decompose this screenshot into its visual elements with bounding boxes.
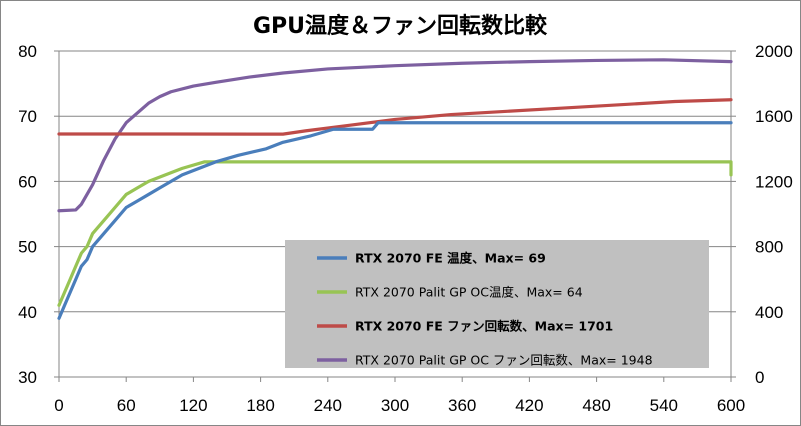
series-lines	[57, 58, 733, 320]
y-right-tick-label: 400	[755, 303, 783, 322]
series-line-4	[57, 58, 733, 213]
left-y-axis-ticks: 30 40 50 60 70 80	[18, 42, 59, 387]
y-right-tick-label: 1200	[755, 172, 793, 191]
y-left-tick-label: 40	[18, 303, 37, 322]
y-left-tick-label: 60	[18, 172, 37, 191]
x-tick-label: 0	[54, 396, 63, 415]
legend-label-4: RTX 2070 Palit GP OC ファン回転数、Max= 1948	[355, 353, 653, 368]
chart-title: GPU温度＆ファン回転数比較	[253, 13, 548, 39]
y-right-tick-label: 1600	[755, 107, 793, 126]
legend-label-1: RTX 2070 FE 温度、Max= 69	[355, 251, 546, 266]
y-left-tick-label: 80	[18, 42, 37, 61]
x-tick-label: 540	[650, 396, 678, 415]
y-right-tick-label: 800	[755, 238, 783, 257]
x-tick-label: 60	[117, 396, 136, 415]
y-left-tick-label: 50	[18, 238, 37, 257]
x-tick-label: 420	[515, 396, 543, 415]
x-tick-label: 180	[246, 396, 274, 415]
x-tick-label: 600	[717, 396, 745, 415]
x-tick-label: 360	[448, 396, 476, 415]
y-left-tick-label: 70	[18, 107, 37, 126]
x-tick-label: 120	[179, 396, 207, 415]
series-line-2	[57, 160, 733, 307]
x-axis-ticks: 0 60 120 180 240 300 360 420 480 540 600	[54, 377, 745, 415]
x-tick-label: 480	[582, 396, 610, 415]
series-line-3	[57, 98, 733, 136]
series-line-1	[57, 121, 733, 320]
x-tick-label: 300	[381, 396, 409, 415]
legend-box	[285, 240, 709, 368]
legend: RTX 2070 FE 温度、Max= 69 RTX 2070 Palit GP …	[285, 240, 709, 368]
y-right-tick-label: 2000	[755, 42, 793, 61]
legend-label-3: RTX 2070 FE ファン回転数、Max= 1701	[355, 319, 613, 334]
right-y-axis-ticks: 0 400 800 1200 1600 2000	[731, 42, 793, 387]
y-right-tick-label: 0	[755, 368, 764, 387]
legend-label-2: RTX 2070 Palit GP OC温度、Max= 64	[355, 285, 583, 300]
y-left-tick-label: 30	[18, 368, 37, 387]
x-tick-label: 240	[314, 396, 342, 415]
